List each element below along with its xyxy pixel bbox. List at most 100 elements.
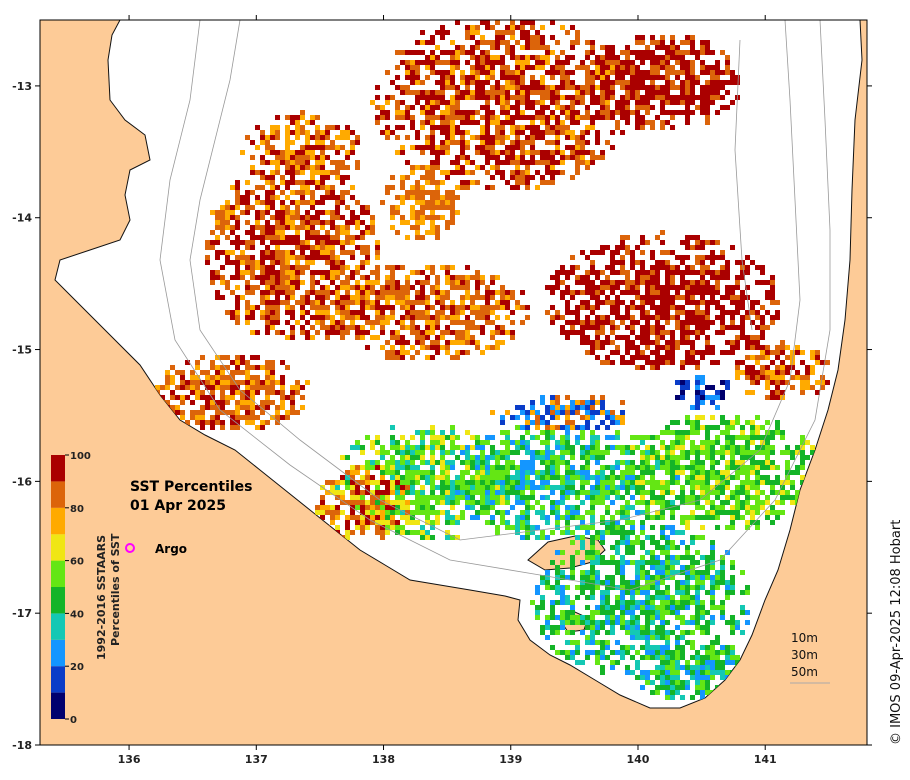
sst-pixel	[265, 265, 270, 270]
sst-pixel	[600, 150, 605, 155]
sst-pixel	[460, 330, 465, 335]
sst-pixel	[750, 450, 755, 455]
sst-pixel	[495, 485, 500, 490]
sst-pixel	[400, 505, 405, 510]
sst-pixel	[700, 515, 705, 520]
sst-pixel	[595, 300, 600, 305]
sst-pixel	[545, 70, 550, 75]
sst-pixel	[525, 170, 530, 175]
sst-pixel	[495, 60, 500, 65]
sst-pixel	[675, 555, 680, 560]
sst-pixel	[470, 170, 475, 175]
sst-pixel	[550, 100, 555, 105]
sst-pixel	[465, 140, 470, 145]
sst-pixel	[300, 125, 305, 130]
sst-pixel	[270, 280, 275, 285]
sst-pixel	[750, 520, 755, 525]
sst-pixel	[605, 505, 610, 510]
sst-pixel	[315, 320, 320, 325]
sst-pixel	[295, 130, 300, 135]
sst-pixel	[610, 515, 615, 520]
sst-pixel	[755, 495, 760, 500]
sst-pixel	[635, 305, 640, 310]
sst-pixel	[645, 505, 650, 510]
sst-pixel	[730, 345, 735, 350]
sst-pixel	[465, 15, 470, 20]
sst-pixel	[340, 215, 345, 220]
sst-pixel	[645, 45, 650, 50]
sst-pixel	[670, 300, 675, 305]
sst-pixel	[415, 70, 420, 75]
sst-pixel	[270, 365, 275, 370]
sst-pixel	[275, 165, 280, 170]
sst-pixel	[575, 280, 580, 285]
sst-pixel	[430, 105, 435, 110]
sst-pixel	[640, 450, 645, 455]
sst-pixel	[675, 50, 680, 55]
sst-pixel	[415, 325, 420, 330]
sst-pixel	[275, 125, 280, 130]
sst-pixel	[275, 270, 280, 275]
sst-pixel	[240, 240, 245, 245]
sst-pixel	[450, 500, 455, 505]
sst-pixel	[275, 290, 280, 295]
sst-pixel	[300, 280, 305, 285]
sst-pixel	[730, 100, 735, 105]
sst-pixel	[550, 140, 555, 145]
sst-pixel	[215, 295, 220, 300]
sst-pixel	[560, 270, 565, 275]
sst-pixel	[590, 290, 595, 295]
sst-pixel	[490, 320, 495, 325]
sst-pixel	[560, 60, 565, 65]
sst-pixel	[340, 195, 345, 200]
sst-pixel	[575, 110, 580, 115]
sst-pixel	[405, 325, 410, 330]
sst-pixel	[295, 120, 300, 125]
sst-pixel	[490, 310, 495, 315]
sst-pixel	[430, 160, 435, 165]
sst-pixel	[450, 280, 455, 285]
sst-pixel	[180, 410, 185, 415]
sst-pixel	[670, 335, 675, 340]
sst-pixel	[450, 65, 455, 70]
sst-pixel	[610, 545, 615, 550]
sst-pixel	[610, 350, 615, 355]
sst-pixel	[260, 130, 265, 135]
sst-pixel	[375, 95, 380, 100]
sst-pixel	[460, 310, 465, 315]
sst-pixel	[765, 420, 770, 425]
sst-pixel	[485, 495, 490, 500]
sst-pixel	[335, 230, 340, 235]
sst-pixel	[615, 110, 620, 115]
sst-pixel	[430, 205, 435, 210]
sst-pixel	[750, 470, 755, 475]
sst-pixel	[695, 480, 700, 485]
sst-pixel	[440, 145, 445, 150]
sst-pixel	[300, 220, 305, 225]
sst-pixel	[360, 295, 365, 300]
sst-pixel	[275, 225, 280, 230]
sst-pixel	[690, 110, 695, 115]
sst-pixel	[350, 465, 355, 470]
sst-pixel	[465, 75, 470, 80]
sst-pixel	[450, 200, 455, 205]
sst-pixel	[400, 355, 405, 360]
sst-pixel	[320, 130, 325, 135]
sst-pixel	[235, 300, 240, 305]
sst-pixel	[340, 330, 345, 335]
sst-pixel	[495, 480, 500, 485]
sst-pixel	[590, 435, 595, 440]
sst-pixel	[435, 180, 440, 185]
sst-pixel	[415, 80, 420, 85]
sst-pixel	[605, 55, 610, 60]
sst-pixel	[710, 270, 715, 275]
sst-pixel	[540, 85, 545, 90]
sst-pixel	[650, 330, 655, 335]
sst-pixel	[510, 310, 515, 315]
sst-pixel	[520, 160, 525, 165]
sst-pixel	[415, 310, 420, 315]
sst-pixel	[275, 235, 280, 240]
sst-pixel	[320, 270, 325, 275]
sst-pixel	[470, 110, 475, 115]
sst-pixel	[565, 135, 570, 140]
